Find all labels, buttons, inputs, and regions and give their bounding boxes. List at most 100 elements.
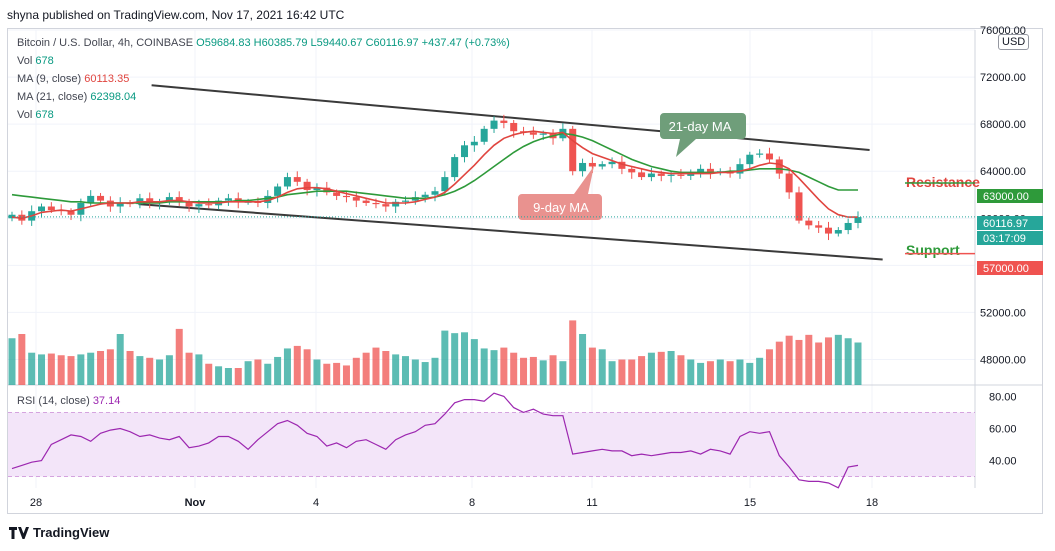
volume-bar (67, 356, 75, 385)
volume-bar (736, 359, 744, 385)
volume-bar (303, 349, 311, 385)
tradingview-wordmark: TradingView (33, 525, 110, 540)
volume-bar (687, 359, 695, 385)
publish-info: shyna published on TradingView.com, Nov … (7, 8, 345, 22)
volume-bar (165, 355, 173, 385)
candle-body (490, 120, 498, 129)
rsi-axis: 80.00 60.00 40.00 (989, 391, 1017, 467)
price-tag: 63000.00 (977, 189, 1043, 203)
legend-close: C60116.97 (365, 37, 419, 49)
legend-vol2-label: Vol (17, 109, 33, 121)
volume-bar (500, 347, 508, 385)
tradingview-brand[interactable]: TradingView (9, 525, 109, 540)
candle-body (372, 202, 380, 205)
candle-body (746, 154, 754, 165)
candle-body (274, 186, 282, 196)
volume-bar (283, 348, 291, 385)
channel-upper-line (151, 84, 870, 152)
volume-bar (224, 368, 232, 385)
volume-bar (470, 339, 478, 385)
currency-button[interactable]: USD (998, 34, 1030, 50)
price-tick-label: 64000.00 (980, 166, 1026, 178)
channel-lines (138, 84, 883, 261)
volume-bar (97, 351, 105, 385)
moving-averages (11, 130, 858, 220)
volume-bar (510, 352, 518, 385)
volume-bar (333, 362, 341, 385)
rsi-band (8, 412, 975, 477)
price-tag-label: 03:17:09 (983, 233, 1026, 245)
time-tick-label: 15 (744, 497, 756, 509)
volume-bar (765, 349, 773, 385)
volume-bar (647, 352, 655, 385)
candle-body (431, 191, 439, 195)
volume-bar (461, 332, 469, 385)
candle-body (313, 187, 321, 191)
candle-body (175, 197, 183, 202)
volume-bar (264, 363, 272, 385)
annotation-21day-ma: 21-day MA (660, 113, 746, 157)
volume-bar (185, 352, 193, 385)
candle-body (470, 141, 478, 146)
volume-bar (805, 334, 813, 385)
volume-bar (116, 334, 124, 385)
candle-body (854, 217, 862, 223)
candle-body (283, 177, 291, 187)
price-tag: 57000.00 (977, 261, 1043, 275)
candle-body (461, 145, 469, 158)
volume-bar (28, 352, 36, 385)
legend-ma21-label: MA (21, close) (17, 91, 88, 103)
candle-body (195, 204, 203, 207)
volume-bar (785, 335, 793, 385)
candle-body (805, 220, 813, 226)
volume-bar (638, 356, 646, 385)
volume-bar (480, 348, 488, 385)
price-tag-label: 63000.00 (983, 191, 1029, 203)
volume-bar (441, 330, 449, 385)
volume-bar (775, 341, 783, 385)
legend-symbol: Bitcoin / U.S. Dollar, 4h, COINBASE (17, 37, 194, 49)
volume-bar (87, 352, 95, 385)
annotation-resistance-label: Resistance (906, 174, 980, 190)
candle-body (815, 225, 823, 228)
tradingview-logo-icon (9, 526, 29, 539)
candle-body (421, 194, 429, 198)
legend-ma9-row: MA (9, close) 60113.35 (17, 70, 510, 88)
volume-bar (156, 359, 164, 385)
volume-bar (234, 368, 242, 385)
price-tag: 60116.97 (977, 216, 1043, 230)
candle-body (224, 198, 232, 201)
legend-vol2-value: 678 (35, 109, 54, 121)
volume-bar (244, 361, 252, 385)
volume-bar (451, 333, 459, 385)
time-tick-label: 18 (866, 497, 878, 509)
candle-body (697, 168, 705, 173)
candle-body (667, 174, 675, 176)
legend-ohlc-row: Bitcoin / U.S. Dollar, 4h, COINBASE O596… (17, 34, 510, 52)
rsi-legend: RSI (14, close) 37.14 (17, 395, 120, 407)
volume-bar (529, 356, 537, 385)
volume-bar (746, 362, 754, 385)
legend-high: H60385.79 (253, 37, 308, 49)
legend-vol-row: Vol 678 (17, 52, 510, 70)
annotation-9day-ma-callout (518, 166, 602, 220)
candle-body (736, 164, 744, 174)
time-tick-label: 4 (313, 497, 319, 509)
legend-low: L59440.67 (310, 37, 363, 49)
candle-body (785, 173, 793, 193)
candle-body (657, 173, 665, 176)
volume-bar (431, 357, 439, 385)
volume-bar (569, 320, 577, 385)
volume-bar (618, 359, 626, 385)
volume-bar (539, 360, 547, 385)
candle-body (451, 157, 459, 178)
volume-bar (549, 355, 557, 385)
candle-body (116, 202, 124, 207)
volume-bar (667, 351, 675, 385)
candle-body (333, 192, 341, 196)
volume-bar (136, 356, 144, 385)
candle-body (205, 204, 213, 206)
price-tag: 03:17:09 (977, 231, 1043, 245)
volume-bar (274, 356, 282, 385)
